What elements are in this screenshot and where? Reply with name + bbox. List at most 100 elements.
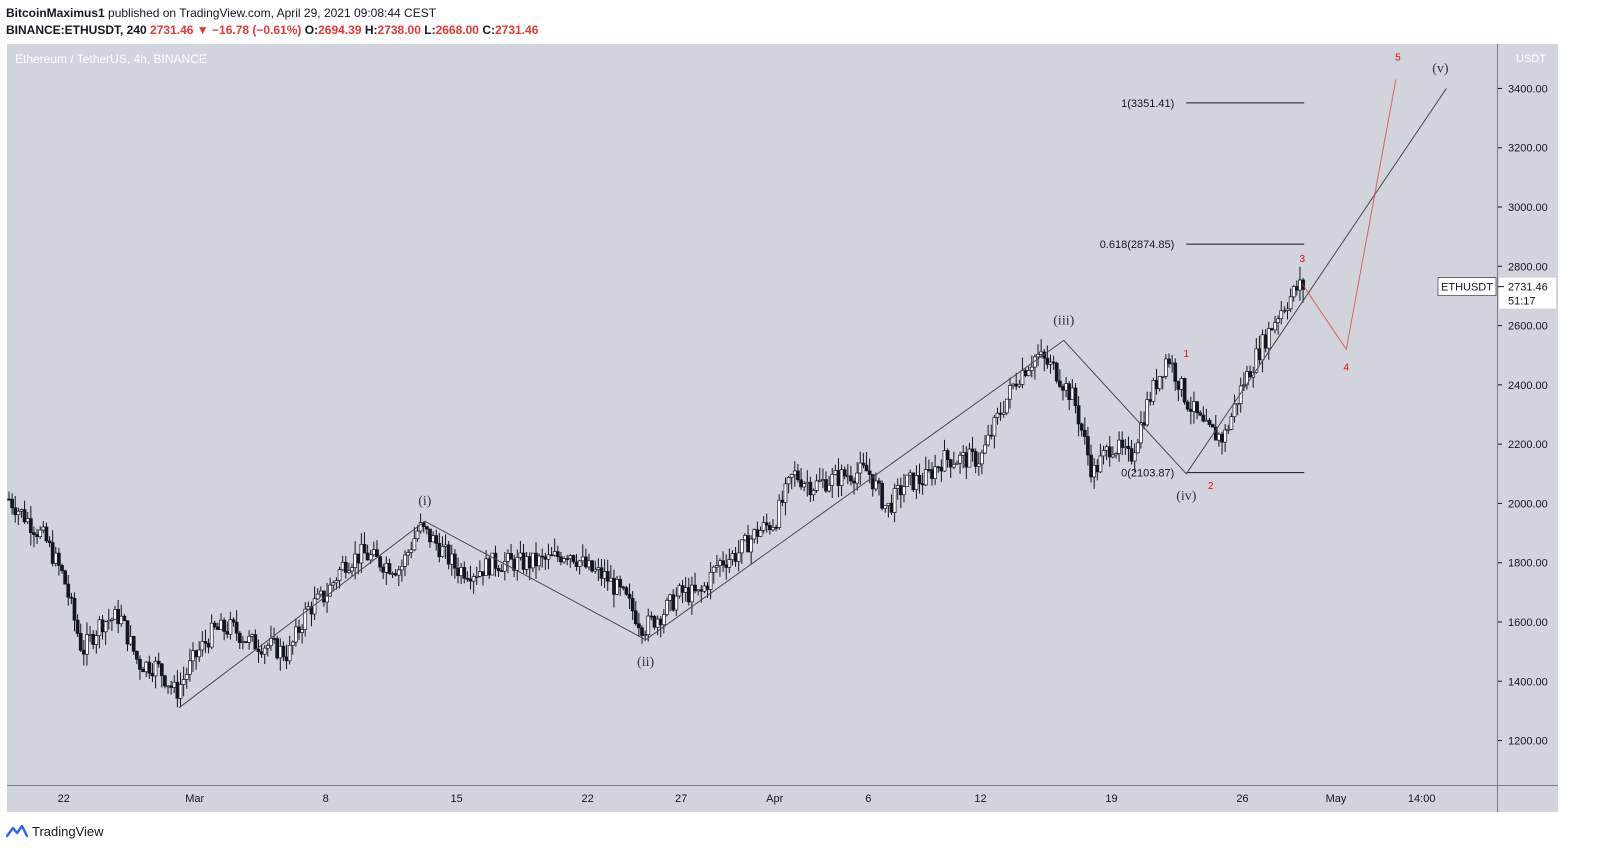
candle-body <box>577 560 582 567</box>
candle-body <box>138 658 142 670</box>
candle-body <box>537 555 541 567</box>
candle-body <box>1070 387 1075 400</box>
candle-body <box>874 480 878 490</box>
candle-body <box>786 477 791 485</box>
candle-body <box>633 610 638 625</box>
sub-wave-count[interactable]: 1 2 3 4 5 <box>1184 53 1402 492</box>
open-label: O: <box>304 23 319 37</box>
candle-body <box>927 469 931 471</box>
candle-body <box>630 597 635 612</box>
wave-path[interactable] <box>178 88 1447 709</box>
fib-extension[interactable]: 1(3351.41) 0.618(2874.85) 0(2103.87) <box>1100 98 1305 480</box>
candle-body <box>1248 371 1252 378</box>
candle-body <box>827 484 831 492</box>
candle-body <box>35 534 39 537</box>
candle-body <box>549 554 554 557</box>
candle-body <box>487 558 492 576</box>
candle-body <box>936 466 941 469</box>
candle-body <box>94 635 99 645</box>
candle-body <box>1076 405 1081 425</box>
footer-brand[interactable]: TradingView <box>6 818 104 844</box>
price-tick-label: 2000.00 <box>1508 498 1548 510</box>
chart-pane[interactable] <box>7 44 1497 785</box>
candle-body <box>1291 286 1296 298</box>
candle-body <box>241 641 245 643</box>
candle-body <box>1036 354 1040 358</box>
candle-body <box>590 560 594 572</box>
candle-body <box>1145 399 1150 426</box>
time-tick-label: 14:00 <box>1408 793 1436 805</box>
candle-body <box>103 621 108 633</box>
candle-body <box>574 561 579 567</box>
candle-body <box>1270 328 1274 331</box>
candle-body <box>465 577 470 580</box>
sub-wave-path[interactable] <box>1301 79 1397 351</box>
candle-body <box>587 560 591 568</box>
candle-body <box>1148 399 1153 402</box>
time-axis[interactable] <box>7 786 1497 812</box>
candle-body <box>842 469 847 477</box>
candle-body <box>353 553 357 568</box>
candle-body <box>1023 370 1028 377</box>
candle-body <box>920 483 925 486</box>
wave-label: (i) <box>418 494 432 509</box>
candle-body <box>1058 380 1062 387</box>
candle-body <box>231 619 236 623</box>
symbol-tag-text: ETHUSDT <box>1441 282 1493 294</box>
candle-body <box>150 672 155 677</box>
chart-header: BitcoinMaximus1 published on TradingView… <box>6 4 1596 40</box>
candle-body <box>1170 362 1174 365</box>
candle-body <box>721 560 725 566</box>
time-tick-label: 19 <box>1105 793 1117 805</box>
symbol-tag <box>1437 277 1497 296</box>
candle-body <box>63 570 67 585</box>
candle-body <box>983 444 987 454</box>
candle-body <box>911 472 916 491</box>
candle-body <box>1285 308 1290 311</box>
candle-body <box>1210 424 1215 428</box>
candle-body <box>400 566 404 571</box>
candle-body <box>914 475 919 491</box>
candle-body <box>331 582 336 586</box>
bar-countdown: 51:17 <box>1508 296 1536 308</box>
candle-body <box>78 633 83 651</box>
candle-body <box>303 608 308 630</box>
candle-body <box>699 589 704 592</box>
wave-count[interactable]: (i) (ii) (iii) (iv) (v) <box>178 61 1449 709</box>
candle-body <box>38 529 43 537</box>
candle-body <box>440 546 445 558</box>
candle-body <box>580 556 585 562</box>
candle-body <box>403 554 407 567</box>
close-value: 2731.46 <box>494 23 539 37</box>
candle-body <box>830 474 835 486</box>
price-axis[interactable] <box>1498 44 1558 785</box>
time-tick-label: 8 <box>323 793 329 805</box>
candle-body <box>456 567 460 577</box>
candle-body <box>131 636 136 652</box>
candle-body <box>902 486 906 496</box>
candle-body <box>85 634 89 655</box>
candle-body <box>1232 403 1237 418</box>
candle-body <box>948 459 953 468</box>
candle-body <box>378 556 382 568</box>
candle-body <box>521 552 526 570</box>
author-name[interactable]: BitcoinMaximus1 <box>6 6 105 20</box>
candle-body <box>1160 375 1165 378</box>
candle-body <box>359 544 364 564</box>
candle-body <box>234 621 239 634</box>
candle-body <box>337 569 342 581</box>
candle-body <box>493 552 498 569</box>
candle-body <box>10 498 14 509</box>
candle-body <box>761 522 766 531</box>
candle-body <box>677 585 682 597</box>
candle-body <box>1073 387 1078 406</box>
candle-body <box>474 575 479 578</box>
candle-body <box>923 469 928 486</box>
candle-body <box>1142 422 1146 426</box>
candle-body <box>141 668 145 673</box>
fib-level-label: 0.618(2874.85) <box>1100 239 1175 251</box>
candle-body <box>1123 445 1128 448</box>
axis-corner <box>1498 786 1558 812</box>
candle-body <box>81 649 86 655</box>
